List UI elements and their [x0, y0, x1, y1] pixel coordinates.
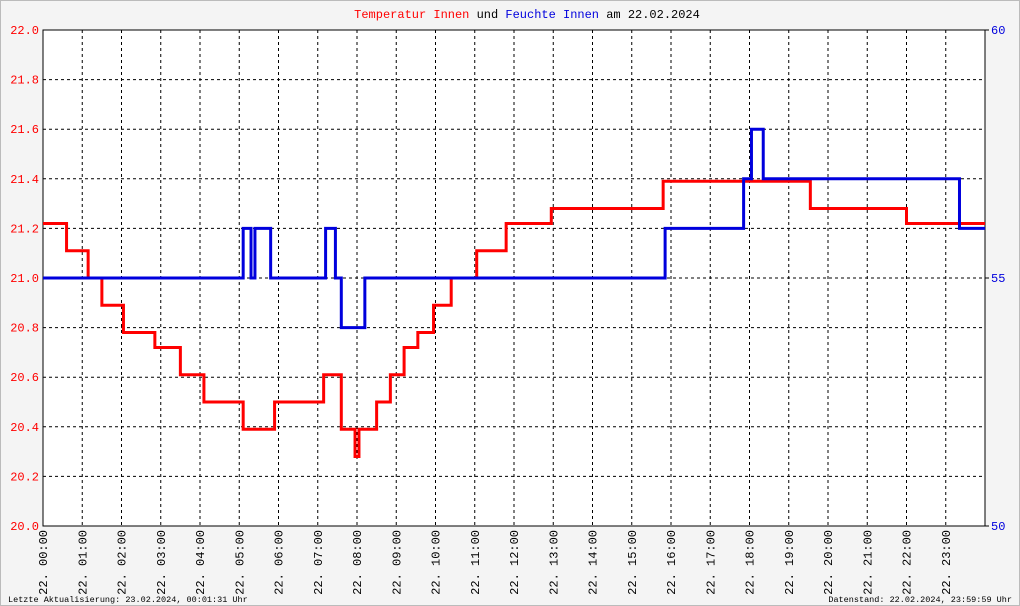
y2-tick-label: 55: [991, 272, 1005, 286]
x-tick-label: 22. 04:00: [194, 530, 208, 595]
y-tick-label: 20.6: [10, 371, 39, 385]
x-tick-label: 22. 03:00: [155, 530, 169, 595]
x-tick-label: 22. 00:00: [37, 530, 51, 595]
x-tick-label: 22. 05:00: [233, 530, 247, 595]
x-tick-label: 22. 17:00: [704, 530, 718, 595]
x-tick-label: 22. 07:00: [312, 530, 326, 595]
line: [43, 127, 985, 330]
line: [43, 179, 985, 459]
y2-tick-label: 60: [991, 24, 1005, 38]
x-tick-label: 22. 21:00: [861, 530, 875, 595]
y-tick-label: 20.2: [10, 470, 39, 484]
y-tick-label: 21.6: [10, 123, 39, 137]
x-tick-label: 22. 16:00: [665, 530, 679, 595]
y-tick-label: 21.8: [10, 74, 39, 88]
x-tick-label: 22. 20:00: [822, 530, 836, 595]
title-part: Temperatur Innen: [354, 8, 469, 22]
x-tick-label: 22. 08:00: [351, 530, 365, 595]
chart-title: Temperatur Innen und Feuchte Innen am 22…: [354, 8, 700, 22]
x-tick-label: 22. 06:00: [273, 530, 287, 595]
y-tick-label: 20.4: [10, 421, 39, 435]
x-tick-label: 22. 23:00: [940, 530, 954, 595]
title-part: und: [477, 8, 499, 22]
footer-left: Letzte Aktualisierung: 23.02.2024, 00:01…: [8, 595, 248, 605]
x-tick-label: 22. 22:00: [901, 530, 915, 595]
title-part: am 22.02.2024: [606, 8, 700, 22]
x-tick-label: 22. 09:00: [390, 530, 404, 595]
x-tick-label: 22. 15:00: [626, 530, 640, 595]
y-tick-label: 22.0: [10, 24, 39, 38]
y-tick-label: 21.4: [10, 173, 39, 187]
y-tick-label: 21.0: [10, 272, 39, 286]
y2-tick-label: 50: [991, 520, 1005, 534]
footer-right: Datenstand: 22.02.2024, 23:59:59 Uhr: [828, 595, 1012, 605]
x-tick-label: 22. 14:00: [587, 530, 601, 595]
y-tick-label: 21.2: [10, 222, 39, 236]
title-part: Feuchte Innen: [505, 8, 599, 22]
x-tick-label: 22. 12:00: [508, 530, 522, 595]
x-tick-label: 22. 02:00: [116, 530, 130, 595]
x-tick-label: 22. 10:00: [430, 530, 444, 595]
x-tick-label: 22. 01:00: [76, 530, 90, 595]
y-tick-label: 20.0: [10, 520, 39, 534]
x-tick-label: 22. 11:00: [469, 530, 483, 595]
x-tick-label: 22. 13:00: [547, 530, 561, 595]
x-tick-label: 22. 18:00: [744, 530, 758, 595]
y-tick-label: 20.8: [10, 322, 39, 336]
x-tick-label: 22. 19:00: [783, 530, 797, 595]
